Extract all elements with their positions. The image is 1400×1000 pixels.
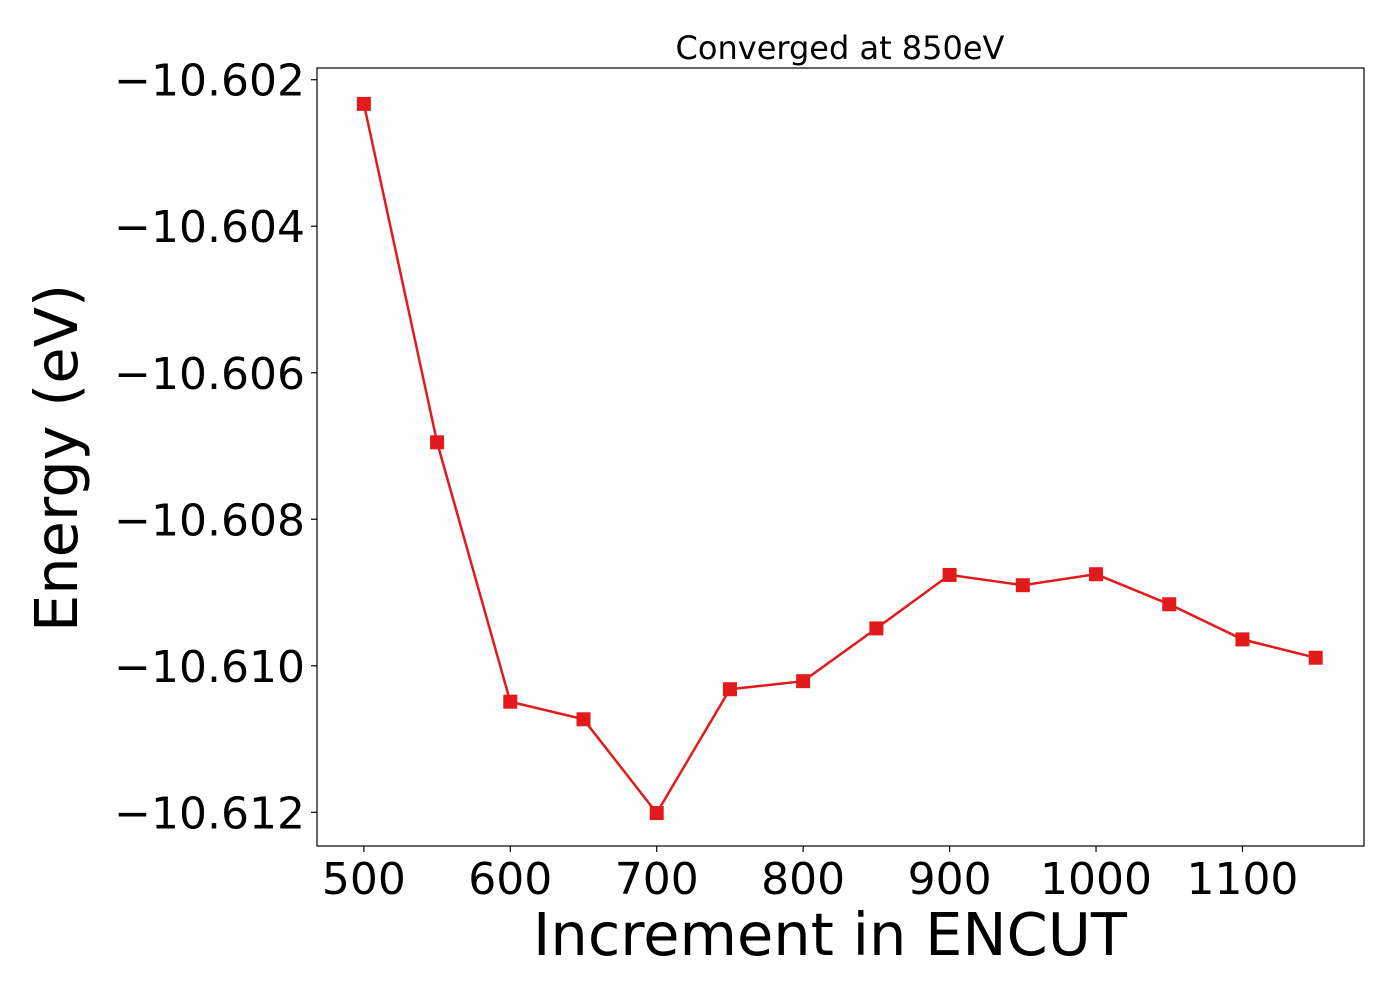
y-axis-label: Energy (eV) <box>22 284 91 632</box>
series-layer <box>356 96 1323 821</box>
x-tick-label: 700 <box>615 854 699 905</box>
data-point <box>722 682 737 697</box>
data-point <box>942 567 957 582</box>
data-point <box>1308 650 1323 665</box>
x-tick-label: 500 <box>322 854 406 905</box>
plot-area <box>316 67 1365 847</box>
chart-title: Converged at 850eV <box>676 29 1005 67</box>
series-line <box>362 103 1317 816</box>
y-tick-label: −10.604 <box>114 202 305 253</box>
data-point <box>503 694 518 709</box>
data-point <box>1235 632 1250 647</box>
y-tick-label: −10.606 <box>114 349 305 400</box>
data-point <box>430 435 445 450</box>
data-point <box>796 674 811 689</box>
x-tick-label: 900 <box>908 854 992 905</box>
x-tick-label: 600 <box>468 854 552 905</box>
y-tick-label: −10.610 <box>114 642 305 693</box>
x-tick-label: 1000 <box>1040 854 1152 905</box>
data-point <box>356 96 371 111</box>
y-tick-label: −10.612 <box>114 788 305 839</box>
y-tick-label: −10.608 <box>114 495 305 546</box>
x-tick-label: 1100 <box>1186 854 1298 905</box>
data-point <box>869 621 884 636</box>
x-tick-label: 800 <box>761 854 845 905</box>
y-axis: −10.602 −10.604 −10.606 −10.608 −10.610 −10.6… <box>114 56 317 839</box>
y-tick-label: −10.602 <box>114 56 305 107</box>
data-point <box>1015 578 1030 593</box>
data-point <box>576 712 591 727</box>
data-point <box>1162 597 1177 612</box>
x-axis: 500 600 700 800 900 1000 1100 <box>322 846 1298 905</box>
x-axis-label: Increment in ENCUT <box>533 900 1128 969</box>
data-point <box>649 806 664 821</box>
data-point <box>1089 567 1104 582</box>
